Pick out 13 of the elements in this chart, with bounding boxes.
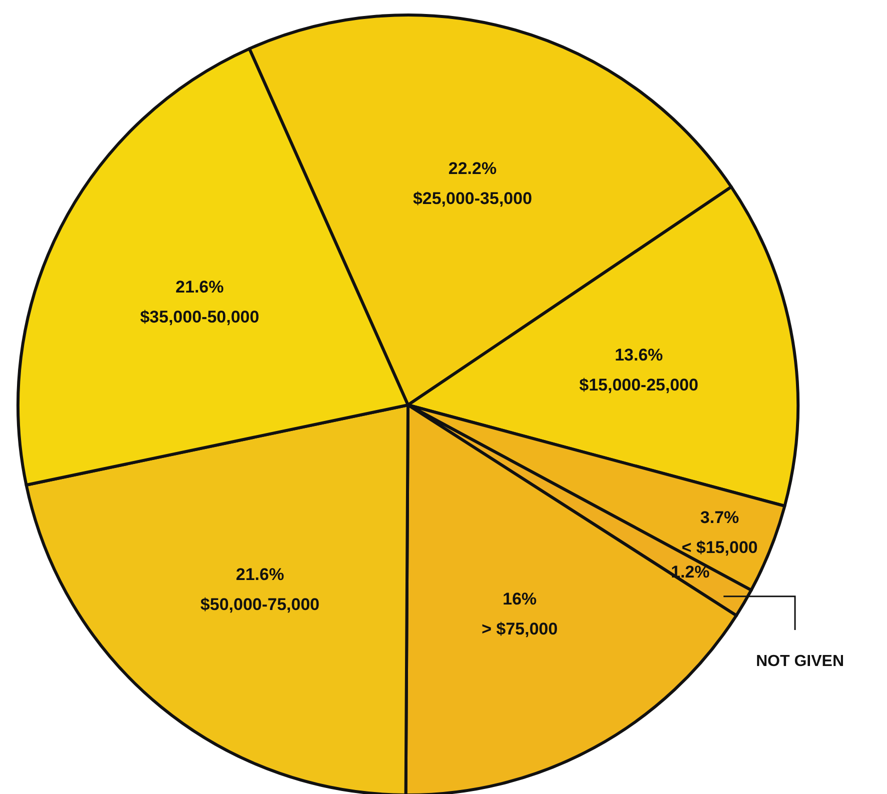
data-label: 22.2% bbox=[448, 159, 497, 178]
data-label: 16% bbox=[502, 590, 537, 609]
slice-label: $35,000-50,000 bbox=[140, 307, 260, 326]
slice-label: > $75,000 bbox=[482, 620, 558, 639]
data-label: 3.7% bbox=[700, 508, 740, 527]
slice-label: $15,000-25,000 bbox=[579, 375, 698, 394]
data-label: 21.6% bbox=[236, 565, 284, 584]
data-label: 21.6% bbox=[176, 277, 224, 296]
slice-label: < $15,000 bbox=[682, 538, 758, 557]
slice-label: $50,000-75,000 bbox=[200, 595, 320, 614]
slice-label: NOT GIVEN bbox=[756, 653, 844, 670]
data-label: 13.6% bbox=[614, 345, 663, 364]
slice-label: $25,000-35,000 bbox=[412, 189, 532, 208]
